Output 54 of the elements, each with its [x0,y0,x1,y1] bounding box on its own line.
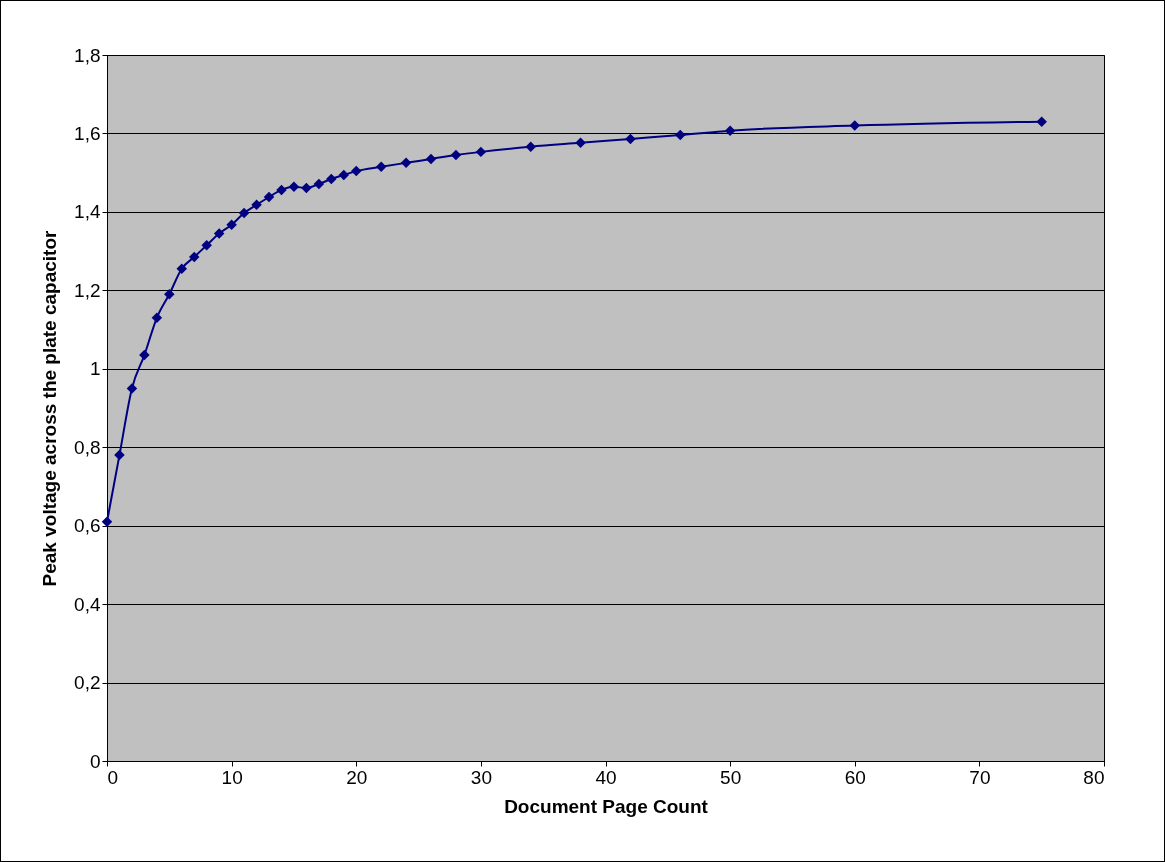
point [375,161,387,173]
point [288,181,300,193]
y-tick-label: 1,4 [74,201,101,223]
point [213,228,225,239]
point [724,125,736,136]
point [238,207,250,219]
y-tick-label: 0,4 [74,593,101,615]
point [226,219,237,231]
point [849,120,860,131]
y-tick-label: 0,6 [74,515,101,537]
point [263,191,275,203]
point [1036,116,1047,127]
point [400,157,412,169]
y-tick-label: 0,2 [74,672,101,694]
x-tick-label: 70 [969,766,991,788]
x-tick-label: 0 [107,766,119,788]
point [114,449,125,461]
point [201,239,212,251]
point [151,312,163,324]
x-tick-label: 60 [844,766,866,788]
point [101,516,113,527]
point [251,199,262,211]
point [675,129,686,141]
y-tick-label: 1,8 [74,44,101,66]
point [326,173,337,185]
x-tick-label: 20 [346,766,368,788]
x-tick-label: 50 [720,766,742,788]
y-tick-label: 1,2 [74,279,101,301]
point [164,289,175,300]
point [351,165,362,177]
y-tick-label: 0,8 [74,436,101,458]
point [475,146,487,158]
point [625,133,636,145]
point [301,182,312,194]
point [188,251,200,263]
point [338,169,350,181]
point [425,153,437,165]
point [276,184,287,196]
x-tick-label: 10 [221,766,243,788]
y-tick-label: 1 [89,358,101,380]
y-axis-title: Peak voltage across the plate capacitor [39,229,61,587]
point [139,349,150,361]
y-tick-label: 0 [89,750,101,772]
point [575,137,586,149]
point [313,178,325,190]
x-tick-label: 30 [470,766,492,788]
point [450,149,462,161]
x-tick-label: 40 [595,766,617,788]
x-axis-title: Document Page Count [504,795,709,817]
point [525,141,536,153]
point [176,263,188,275]
point [126,383,138,394]
y-tick-label: 1,6 [74,122,101,144]
x-tick-label: 80 [1083,766,1105,788]
